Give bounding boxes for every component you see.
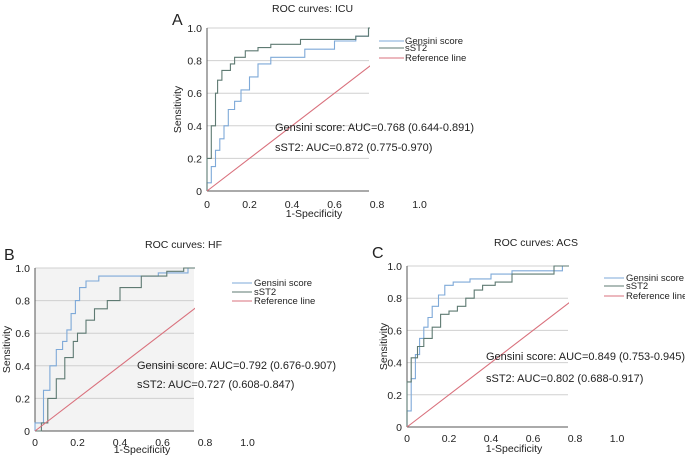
y-tick-label: 0.4 <box>15 361 30 373</box>
auc-annotation: Gensini score: AUC=0.792 (0.676-0.907) <box>137 360 336 372</box>
x-axis-label: 1-Specificity <box>486 443 543 455</box>
x-tick-label: 1.0 <box>240 437 255 449</box>
y-tick-label: 0.6 <box>15 328 30 340</box>
legend-label: sST2 <box>254 287 276 298</box>
x-tick-label: 0.6 <box>155 437 170 449</box>
auc-annotation: sST2: AUC=0.727 (0.608-0.847) <box>137 379 294 391</box>
series-group <box>34 267 195 432</box>
chart-title: ROC curves: ACS <box>494 237 578 249</box>
y-axis-label: Sensitivity <box>378 322 390 370</box>
x-tick-label: 0.2 <box>242 199 257 211</box>
panel-letter: A <box>172 12 183 29</box>
x-tick-label: 0.2 <box>442 433 457 445</box>
chart-panel-b: B ROC curves: HF 0 0.2 0.4 0.6 0.8 1.0 0 0.2 0.4 0.… <box>1 239 336 456</box>
auc-annotation: Gensini score: AUC=0.768 (0.644-0.891) <box>275 122 474 134</box>
x-tick-label: 0.2 <box>70 437 85 449</box>
auc-annotation: sST2: AUC=0.872 (0.775-0.970) <box>275 142 432 154</box>
gensini-roc-curve <box>206 27 370 191</box>
legend-label: Reference line <box>405 53 466 64</box>
y-tick-label: 0.8 <box>387 293 402 305</box>
series-group <box>206 27 370 192</box>
y-tick-label: 0.2 <box>187 153 202 165</box>
legend-label: Gensini score <box>254 278 312 289</box>
x-tick-label: 0 <box>404 433 410 445</box>
chart-panel-c: C ROC curves: ACS 0 0.2 0.4 0.6 0.8 1.0 0 0.2 0.4 0… <box>372 237 685 455</box>
y-axis-label: Sensitivity <box>1 325 13 373</box>
y-tick-label: 0.4 <box>387 358 402 370</box>
reference-line <box>406 302 569 428</box>
y-tick-label: 0.6 <box>387 325 402 337</box>
x-tick-label: 0.4 <box>113 437 128 449</box>
x-axis-label: 1-Specificity <box>286 208 343 220</box>
y-tick-label: 0.2 <box>15 393 30 405</box>
y-tick-label: 0.4 <box>187 121 202 133</box>
legend-label: Reference line <box>626 291 685 302</box>
y-tick-label: 0.2 <box>387 390 402 402</box>
y-tick-label: 1.0 <box>187 23 202 35</box>
x-tick-label: 1.0 <box>610 433 625 445</box>
gensini-roc-curve <box>406 265 569 427</box>
y-tick-label: 1.0 <box>387 261 402 273</box>
x-tick-label: 0.8 <box>198 437 213 449</box>
auc-annotation: sST2: AUC=0.802 (0.688-0.917) <box>486 373 643 385</box>
y-tick-label: 0.8 <box>15 296 30 308</box>
x-tick-label: 0 <box>32 437 38 449</box>
y-tick-label: 0 <box>396 422 402 434</box>
legend-label: Reference line <box>254 296 315 307</box>
legend-label: sST2 <box>626 281 648 292</box>
chart-title: ROC curves: HF <box>145 239 222 251</box>
x-axis-label: 1-Specificity <box>114 444 171 456</box>
sst2-roc-curve <box>406 265 569 427</box>
legend-label: Gensini score <box>626 273 684 284</box>
chart-title: ROC curves: ICU <box>272 3 353 15</box>
legend-label: Gensini score <box>405 36 463 47</box>
reference-line <box>34 307 195 432</box>
sst2-roc-curve <box>206 27 370 191</box>
y-tick-label: 1.0 <box>15 263 30 275</box>
y-tick-label: 0 <box>24 426 30 438</box>
x-tick-label: 0.8 <box>370 199 385 211</box>
x-tick-label: 0.6 <box>526 433 541 445</box>
panel-letter: C <box>372 245 384 262</box>
y-tick-label: 0.6 <box>187 88 202 100</box>
legend-label: sST2 <box>405 43 427 54</box>
x-tick-label: 0.6 <box>327 199 342 211</box>
series-group <box>406 265 569 428</box>
x-tick-label: 0 <box>204 199 210 211</box>
x-tick-label: 0.8 <box>568 433 583 445</box>
auc-annotation: Gensini score: AUC=0.849 (0.753-0.945) <box>486 351 685 363</box>
x-tick-label: 1.0 <box>412 199 427 211</box>
panel-letter: B <box>4 247 15 264</box>
y-tick-label: 0.8 <box>187 56 202 68</box>
x-tick-label: 0.4 <box>484 433 499 445</box>
chart-panel-a: A ROC curves: ICU 0 0.2 0.4 0.6 0.8 1.0 0 0.2 0.4 0… <box>172 3 474 220</box>
x-tick-label: 0.4 <box>285 199 300 211</box>
y-tick-label: 0 <box>196 186 202 198</box>
gensini-roc-curve <box>34 267 195 431</box>
sst2-roc-curve <box>35 267 195 432</box>
reference-line <box>206 65 370 192</box>
y-axis-label: Sensitivity <box>172 85 184 133</box>
